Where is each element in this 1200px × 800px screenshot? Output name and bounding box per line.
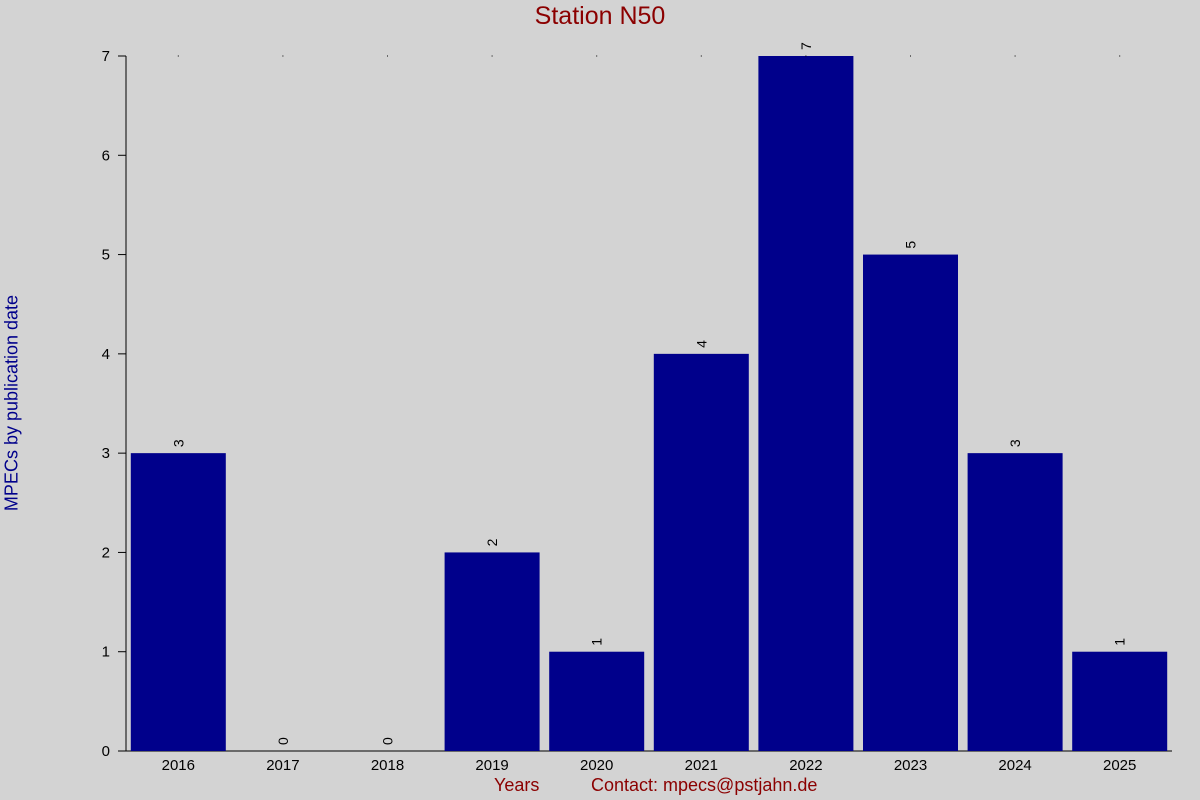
data-label: 5 (903, 241, 919, 249)
x-tick-label: 2020 (580, 757, 613, 774)
top-tick-dot (700, 55, 702, 57)
data-label: 2 (484, 538, 500, 546)
data-label: 7 (798, 42, 814, 50)
top-tick-dot (596, 55, 598, 57)
y-tick-label: 2 (102, 544, 110, 561)
y-tick-label: 0 (102, 743, 110, 760)
top-tick-dot (387, 55, 388, 57)
data-label: 1 (1112, 638, 1128, 646)
top-tick-dot (1014, 55, 1016, 57)
x-tick-label: 2018 (371, 757, 404, 774)
chart-title: Station N50 (534, 2, 666, 30)
bar (653, 353, 749, 751)
bar (549, 651, 645, 751)
y-tick-label: 1 (102, 644, 110, 661)
bar (758, 56, 854, 751)
bar (130, 453, 226, 751)
x-tick-label: 2023 (894, 757, 927, 774)
y-tick-label: 6 (102, 147, 110, 164)
y-tick-label: 5 (102, 247, 110, 264)
contact-text: Contact: mpecs@pstjahn.de (591, 775, 818, 795)
x-tick-label: 2022 (789, 757, 822, 774)
y-tick-label: 4 (102, 346, 110, 363)
top-tick-dot (805, 55, 807, 57)
x-tick-label: 2025 (1103, 757, 1136, 774)
top-tick-dot (1119, 55, 1121, 57)
bar (863, 254, 958, 752)
top-tick-dot (177, 55, 179, 57)
top-tick-dot (491, 55, 493, 57)
x-tick-label: 2016 (162, 757, 195, 774)
x-tick-label: 2017 (266, 757, 299, 774)
x-tick-label: 2021 (685, 757, 718, 774)
x-axis-label: Years (494, 775, 540, 795)
bar (1072, 651, 1168, 751)
data-label: 0 (275, 737, 291, 745)
top-tick-dot (910, 55, 911, 57)
data-label: 4 (693, 340, 709, 348)
x-tick-label: 2024 (998, 757, 1031, 774)
data-label: 3 (170, 439, 186, 447)
data-label: 1 (589, 638, 605, 646)
bar (444, 552, 540, 751)
bar (967, 453, 1063, 751)
x-tick-label: 2019 (475, 757, 508, 774)
y-tick-label: 7 (102, 48, 110, 65)
y-tick-label: 3 (102, 445, 110, 462)
top-tick-dot (282, 55, 284, 57)
data-label: 3 (1007, 439, 1023, 447)
data-label: 0 (380, 737, 396, 745)
